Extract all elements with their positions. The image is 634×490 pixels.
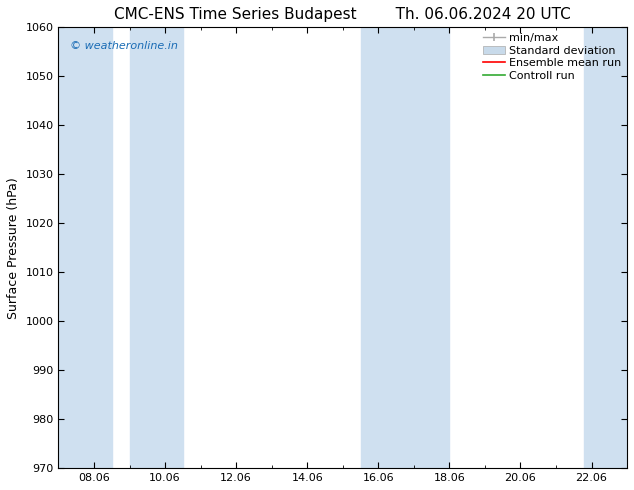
Text: © weatheronline.in: © weatheronline.in [70, 41, 178, 50]
Bar [129, 27, 183, 468]
Bar [361, 27, 407, 468]
Bar [585, 27, 627, 468]
Bar [58, 27, 112, 468]
Y-axis label: Surface Pressure (hPa): Surface Pressure (hPa) [7, 177, 20, 318]
Bar [407, 27, 450, 468]
Title: CMC-ENS Time Series Budapest        Th. 06.06.2024 20 UTC: CMC-ENS Time Series Budapest Th. 06.06.2… [114, 7, 571, 22]
Legend: min/max, Standard deviation, Ensemble mean run, Controll run: min/max, Standard deviation, Ensemble me… [479, 29, 625, 84]
